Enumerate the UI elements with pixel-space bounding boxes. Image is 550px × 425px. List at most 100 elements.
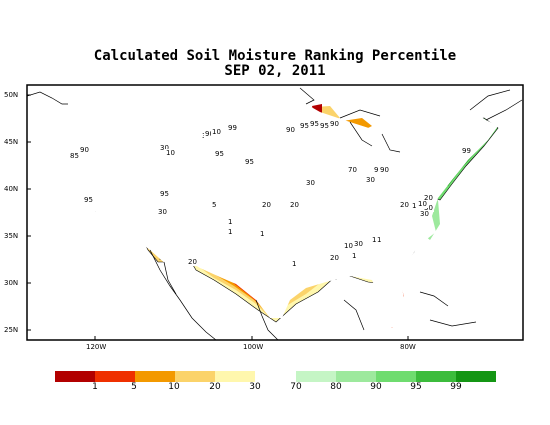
colorbar-swatch-10-20: [175, 371, 215, 382]
contour-label: 20: [188, 258, 197, 266]
colorbar-label-95: 95: [410, 382, 422, 392]
lat-label-25n: 25N: [4, 326, 19, 334]
contour-label: 30: [420, 210, 429, 218]
contour-label-group: 9085953010309590959510999095959590903030…: [69, 120, 472, 268]
contour-label: 95: [84, 196, 93, 204]
contour-label: 1: [260, 230, 264, 238]
contour-label: 20: [400, 201, 409, 209]
contour-label-bg: [69, 152, 80, 160]
colorbar-swatch-80-90: [336, 371, 376, 382]
lat-label-35n: 35N: [4, 232, 19, 240]
contour-label-bg: [83, 196, 94, 204]
contour-label-bg: [159, 190, 170, 198]
contour-label-bg: [423, 204, 434, 212]
contour-label-bg: [365, 176, 376, 184]
contour-label-bg: [319, 122, 330, 130]
contour-label: 90: [286, 126, 295, 134]
colorbar-label-1: 1: [92, 382, 98, 392]
contour-label: 90: [380, 166, 389, 174]
lon-label-100w: 100W: [243, 343, 264, 351]
colorbar-label-30: 30: [249, 382, 261, 392]
contour-label-bg: [299, 122, 310, 130]
contour-label: 99: [462, 147, 471, 155]
contour-label: 5: [212, 201, 216, 209]
lat-label-50n: 50N: [4, 91, 19, 99]
contour-label: 90: [374, 166, 383, 174]
contour-label-bg: [343, 242, 354, 250]
contour-label: 30: [158, 208, 167, 216]
contour-label-bg: [261, 201, 272, 209]
contour-label: 70: [348, 166, 357, 174]
contour-label-bg: [419, 210, 430, 218]
colorbar-label-5: 5: [131, 382, 137, 392]
colorbar-swatch-0-1: [55, 371, 95, 382]
colorbar: [55, 371, 496, 382]
contour-label-bg: [227, 124, 238, 132]
contour-label-bg: [371, 236, 378, 244]
contour-label-bg: [211, 128, 222, 136]
contour-label: 95: [300, 122, 309, 130]
colorbar-swatch-5-10: [135, 371, 175, 382]
colorbar-label-90: 90: [370, 382, 382, 392]
contour-label-bg: [305, 179, 316, 187]
contour-label-bg: [329, 254, 340, 262]
colorbar-swatch-20-30: [215, 371, 255, 382]
axis-ticks: [27, 94, 409, 340]
contour-label: 95: [245, 158, 254, 166]
contour-label-bg: [376, 236, 383, 244]
contour-label: 1: [228, 228, 232, 236]
contour-label: 1: [228, 218, 232, 226]
contour-label-bg: [227, 218, 234, 226]
contour-label-bg: [159, 144, 170, 152]
contour-label-bg: [411, 202, 422, 210]
lat-label-40n: 40N: [4, 185, 19, 193]
contour-label: 20: [424, 194, 433, 202]
contour-label: 20: [330, 254, 339, 262]
contour-label-bg: [259, 230, 266, 238]
contour-label: 85: [70, 152, 79, 160]
contour-label-bg: [285, 126, 296, 134]
contour-label-bg: [187, 258, 198, 266]
contour-label: 90: [330, 120, 339, 128]
colorbar-swatch-1-5: [95, 371, 135, 382]
colorbar-swatch-70-80: [296, 371, 336, 382]
contour-label-bg: [373, 166, 384, 174]
contour-label-bg: [244, 158, 255, 166]
contour-label: 20: [262, 201, 271, 209]
contour-label: 95: [160, 190, 169, 198]
contour-label: 1: [377, 236, 381, 244]
contour-label-bg: [289, 201, 300, 209]
contour-label: 30: [160, 144, 169, 152]
contour-label: 95: [320, 122, 329, 130]
colorbar-label-70: 70: [290, 382, 302, 392]
contour-label: 30: [366, 176, 375, 184]
contour-label-bg: [211, 201, 218, 209]
contour-label: 10: [418, 200, 427, 208]
contour-label-bg: [417, 200, 428, 208]
contour-label: 30: [424, 204, 433, 212]
colorbar-label-20: 20: [209, 382, 221, 392]
colorbar-swatch-99-100: [456, 371, 496, 382]
coastlines: [27, 87, 523, 340]
contour-label-bg: [214, 150, 225, 158]
contour-label-bg: [347, 166, 358, 174]
contour-label: 30: [354, 240, 363, 248]
contour-label: 10: [166, 149, 175, 157]
contour-label: 1: [292, 260, 296, 268]
contour-label-bg: [227, 228, 234, 236]
colorbar-swatch-95-99: [416, 371, 456, 382]
contour-label-bg: [204, 130, 215, 138]
contour-label-bg: [79, 146, 90, 154]
plot-frame: [26, 84, 524, 341]
map-date: SEP 02, 2011: [224, 63, 326, 79]
colorbar-label-99: 99: [450, 382, 462, 392]
contour-label-bg: [165, 149, 176, 157]
lat-label-45n: 45N: [4, 138, 19, 146]
map-title: Calculated Soil Moisture Ranking Percent…: [93, 48, 457, 64]
contour-label: 95: [215, 150, 224, 158]
contour-label: 95: [310, 120, 319, 128]
contour-label-bg: [353, 240, 364, 248]
lon-label-120w: 120W: [86, 343, 107, 351]
contour-label: 1: [372, 236, 376, 244]
